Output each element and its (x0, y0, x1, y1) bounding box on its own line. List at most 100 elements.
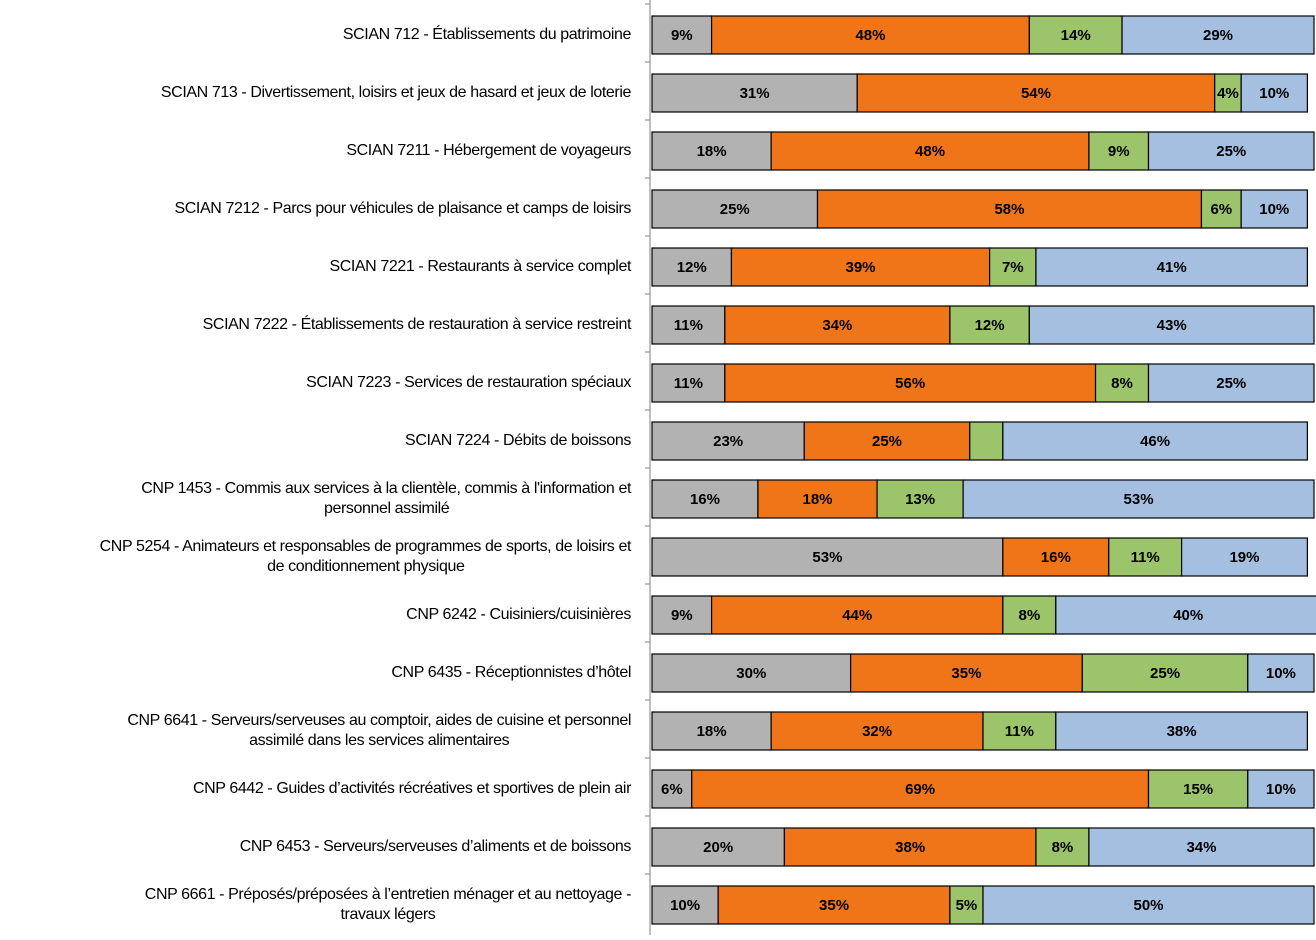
bar-segment (1028, 305, 1315, 345)
bar-segment (1108, 537, 1183, 577)
data-label: 10% (1266, 665, 1296, 682)
data-label: 11% (674, 375, 703, 392)
data-label: 9% (1108, 143, 1130, 160)
bar-segment (1121, 15, 1315, 55)
bar-segment (949, 305, 1030, 345)
data-label: 53% (1124, 491, 1154, 508)
bar-segment (770, 131, 1090, 171)
data-label: 25% (872, 433, 902, 450)
bar-segment (651, 885, 719, 925)
bar-segment (1247, 769, 1315, 809)
category-label: personnel assimilé (324, 500, 450, 517)
bar-segment (691, 769, 1150, 809)
data-label: 8% (1018, 607, 1040, 624)
data-label: 6% (1210, 201, 1232, 218)
bar-segment (1147, 131, 1315, 171)
data-label: 15% (1183, 781, 1213, 798)
bar-segment (1180, 537, 1308, 577)
bar-segment (962, 479, 1315, 519)
data-label: 32% (862, 723, 892, 740)
bar-segment (783, 827, 1037, 867)
bar-segment (651, 769, 693, 809)
data-label: 10% (1259, 201, 1289, 218)
data-label: 35% (951, 665, 981, 682)
bar-segment (710, 15, 1030, 55)
data-label: 50% (1133, 897, 1163, 914)
bar-segment (1147, 363, 1315, 403)
bar-segment (969, 421, 1004, 461)
data-label: 8% (1052, 839, 1074, 856)
bar-segment (770, 711, 984, 751)
category-label: SCIAN 7224 - Débits de boissons (405, 432, 631, 449)
category-label: CNP 6453 - Serveurs/serveuses d’aliments… (240, 838, 632, 855)
bar-segment (651, 711, 772, 751)
data-label: 5% (956, 897, 978, 914)
bar-segment (651, 131, 772, 171)
data-label: 16% (690, 491, 720, 508)
bar-segment (803, 421, 971, 461)
data-label: 44% (842, 607, 872, 624)
category-label: SCIAN 7223 - Services de restauration sp… (306, 374, 631, 391)
data-label: 69% (905, 781, 935, 798)
category-label: SCIAN 712 - Établissements du patrimoine (343, 24, 632, 43)
data-label: 43% (1157, 317, 1187, 334)
data-label: 54% (1021, 85, 1051, 102)
data-label: 31% (740, 85, 770, 102)
bar-segment (1240, 189, 1308, 229)
data-label: 18% (802, 491, 832, 508)
bar-segment (710, 595, 1004, 635)
data-label: 34% (1186, 839, 1216, 856)
bar-segment (1002, 595, 1057, 635)
bar-segment (1247, 653, 1315, 693)
data-label: 48% (855, 27, 885, 44)
bar-segment (651, 595, 713, 635)
data-label: 38% (1167, 723, 1197, 740)
data-label: 10% (1266, 781, 1296, 798)
category-label: de conditionnement physique (267, 558, 465, 575)
data-label: 25% (1150, 665, 1180, 682)
bar-segment (724, 363, 1097, 403)
data-label: 9% (671, 27, 693, 44)
data-label: 34% (822, 317, 852, 334)
data-label: 10% (1259, 85, 1289, 102)
data-label: 12% (975, 317, 1005, 334)
data-label: 10% (670, 897, 700, 914)
bar-segment (1200, 189, 1242, 229)
category-label: SCIAN 7222 - Établissements de restaurat… (203, 314, 632, 333)
bar-segment (1035, 247, 1308, 287)
bar-segment (651, 827, 785, 867)
category-label: CNP 6661 - Préposés/préposées à l’entret… (145, 886, 631, 903)
category-label: SCIAN 713 - Divertissement, loisirs et j… (161, 84, 632, 101)
bar-segment (651, 363, 726, 403)
bar-segment (724, 305, 951, 345)
data-label: 39% (846, 259, 876, 276)
bar-segment (1028, 15, 1123, 55)
data-label: 38% (895, 839, 925, 856)
data-label: 25% (1216, 375, 1246, 392)
data-label: 56% (895, 375, 925, 392)
category-label: travaux légers (340, 906, 435, 923)
bar-segment (651, 537, 1004, 577)
data-label: 40% (1173, 607, 1203, 624)
category-label: SCIAN 7221 - Restaurants à service compl… (329, 258, 632, 275)
bar-segment (757, 479, 878, 519)
data-label: 18% (697, 143, 727, 160)
bar-segment (1240, 73, 1308, 113)
data-label: 53% (812, 549, 842, 566)
data-label: 8% (1111, 375, 1133, 392)
data-label: 46% (1140, 433, 1170, 450)
data-label: 9% (671, 607, 693, 624)
data-label: 25% (1216, 143, 1246, 160)
bar-segment (1081, 653, 1249, 693)
data-label: 48% (915, 143, 945, 160)
data-label: 58% (994, 201, 1024, 218)
category-label: SCIAN 7212 - Parcs pour véhicules de pla… (175, 200, 632, 217)
bar-segment (1002, 537, 1110, 577)
category-label: CNP 5254 - Animateurs et responsables de… (100, 538, 632, 555)
data-label: 20% (703, 839, 733, 856)
data-label: 7% (1002, 259, 1024, 276)
bar-segment (717, 885, 951, 925)
data-label: 18% (697, 723, 727, 740)
